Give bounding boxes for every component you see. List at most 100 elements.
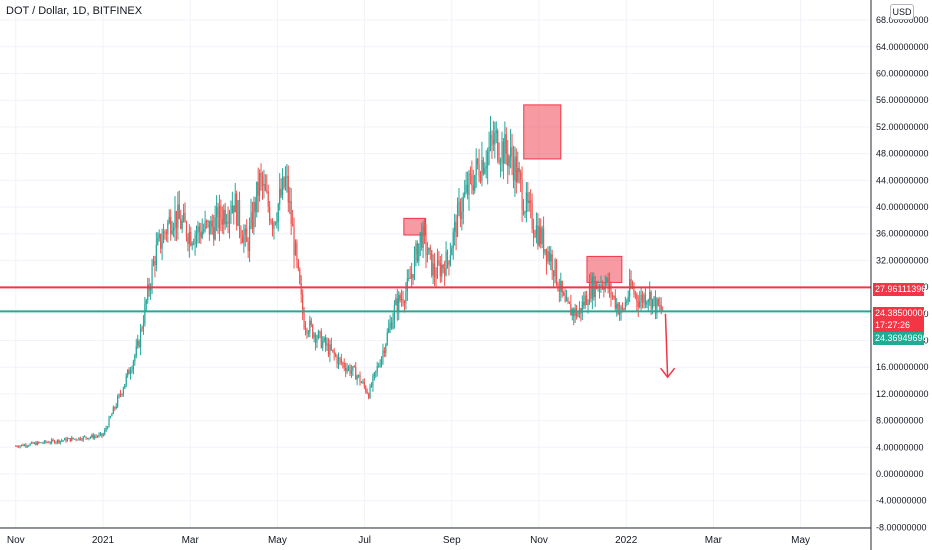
candle-body (528, 200, 530, 204)
candle-body (139, 328, 142, 348)
candle-body (221, 218, 223, 225)
candle-body (18, 446, 20, 448)
candle-body (346, 368, 348, 372)
candle-body (442, 264, 444, 269)
candle-body (352, 366, 354, 371)
candle-body (309, 320, 311, 333)
candle-body (69, 438, 71, 442)
x-tick-label: 2021 (92, 535, 115, 546)
candle-body (165, 232, 167, 234)
candle-body (525, 192, 527, 213)
y-tick-label: 4.00000000 (876, 442, 924, 452)
candle-body (61, 440, 63, 442)
candle-body (555, 259, 558, 284)
candle-body (238, 200, 241, 230)
candle-body (524, 212, 526, 214)
candle-body (403, 302, 406, 304)
candle-body (532, 229, 535, 235)
candle-body (330, 344, 332, 350)
candle-body (287, 176, 289, 203)
candle-body (127, 369, 129, 376)
candle-body (180, 219, 182, 229)
candle-body (614, 296, 616, 309)
candle-body (413, 254, 416, 278)
candle-body (502, 141, 505, 164)
candle-body (446, 251, 449, 262)
candle-body (23, 444, 26, 447)
y-tick-label: -4.00000000 (876, 496, 927, 506)
candle-body (259, 172, 261, 196)
candle-body (306, 329, 308, 334)
candle-body (171, 230, 173, 234)
candle-body (158, 234, 160, 239)
candle-body (415, 243, 417, 255)
candle-body (547, 251, 549, 262)
candle-body (32, 442, 34, 444)
candle-body (535, 225, 538, 238)
candle-body (85, 436, 87, 438)
candle-body (608, 283, 611, 289)
candle-body (623, 309, 625, 310)
candle-body (223, 209, 225, 225)
candle-body (647, 300, 649, 302)
candle-body (162, 231, 165, 243)
green-line-price-tag: 24.36949696 (873, 332, 928, 345)
candle-body (581, 301, 583, 314)
x-tick-label: Mar (182, 535, 200, 546)
candle-body (435, 277, 437, 278)
candle-body (190, 231, 192, 246)
candle-body (154, 260, 156, 266)
candle-body (283, 177, 285, 188)
candle-body (469, 173, 472, 176)
y-tick-label: 16.00000000 (876, 362, 929, 372)
candle-body (72, 437, 74, 439)
candle-body (355, 366, 357, 380)
candle-body (197, 226, 199, 233)
currency-button[interactable]: USD (890, 4, 914, 20)
candle-body (198, 226, 200, 232)
candle-body (152, 260, 155, 266)
candle-body (651, 299, 654, 309)
candle-body (617, 303, 619, 315)
candle-body (459, 202, 462, 219)
candle-body (563, 292, 565, 296)
candle-body (269, 206, 271, 222)
candle-body (48, 442, 50, 444)
candle-body (347, 366, 350, 369)
candle-body (51, 439, 53, 443)
candle-body (74, 438, 76, 440)
candle-body (518, 168, 520, 173)
candle-body (517, 168, 519, 182)
candle-body (201, 231, 203, 238)
candle-body (484, 168, 486, 174)
candle-body (52, 439, 54, 441)
candle-body (660, 305, 662, 311)
down-arrow-drawing (660, 313, 676, 379)
candle-body (157, 238, 159, 245)
candle-body (378, 366, 380, 367)
candle-body (289, 201, 291, 203)
candle-body (224, 209, 226, 224)
candle-body (114, 407, 116, 409)
candle-body (488, 146, 490, 152)
candle-body (29, 443, 31, 446)
candle-body (527, 192, 529, 204)
candle-body (327, 343, 330, 356)
candle-body (390, 322, 393, 329)
candle-body (515, 156, 517, 182)
candle-body (375, 370, 377, 373)
candle-body (124, 384, 126, 389)
candle-body (445, 251, 447, 276)
candle-body (25, 444, 27, 447)
candle-body (43, 440, 46, 443)
candle-body (479, 177, 482, 182)
candle-body (195, 232, 198, 235)
candle-body (310, 320, 312, 325)
candle-body (587, 303, 589, 305)
candle-body (451, 248, 453, 256)
candle-body (620, 306, 622, 312)
candle-body (639, 301, 641, 307)
candle-body (300, 283, 302, 295)
candle-body (337, 357, 340, 364)
